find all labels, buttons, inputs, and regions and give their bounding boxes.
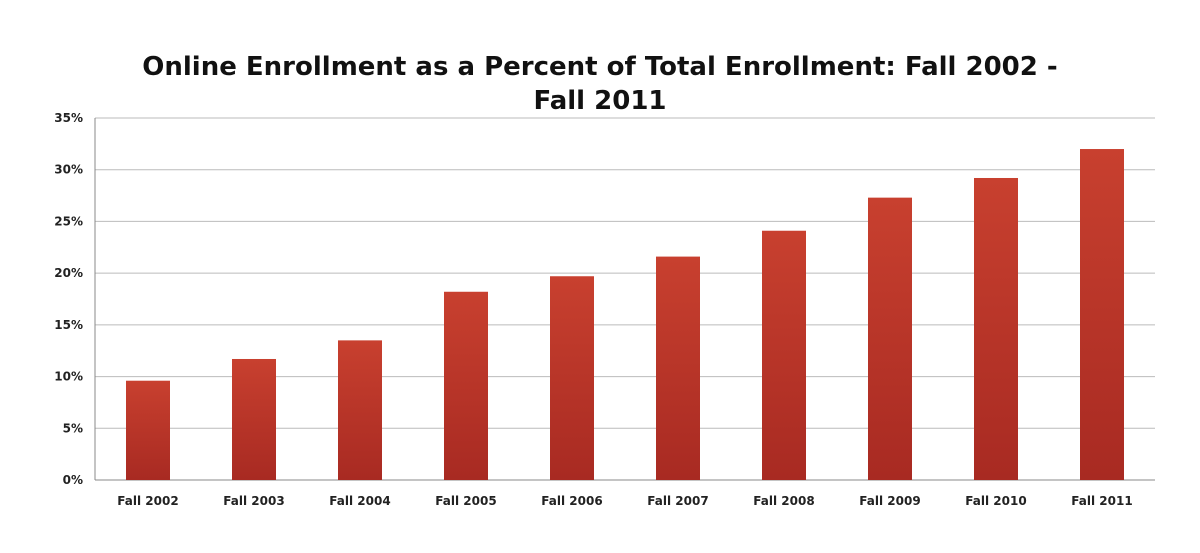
y-tick-label: 0% [63,473,83,487]
x-tick-label: Fall 2006 [541,494,602,508]
x-tick-label: Fall 2003 [223,494,284,508]
bar [126,380,170,480]
bar [550,276,594,480]
y-tick-label: 35% [54,111,83,125]
x-tick-label: Fall 2007 [647,494,708,508]
x-tick-label: Fall 2004 [329,494,390,508]
y-tick-label: 30% [54,163,83,177]
y-tick-label: 10% [54,370,83,384]
x-tick-label: Fall 2010 [965,494,1026,508]
bar [868,197,912,480]
chart-title-line2: Fall 2011 [533,86,667,116]
chart-title-line1: Online Enrollment as a Percent of Total … [142,52,1058,82]
x-tick-label: Fall 2005 [435,494,496,508]
x-tick-label: Fall 2002 [117,494,178,508]
bar [232,358,276,480]
bar [974,177,1018,480]
bar [1080,149,1124,480]
x-tick-label: Fall 2008 [753,494,814,508]
y-tick-label: 5% [63,421,83,435]
x-tick-label: Fall 2011 [1071,494,1132,508]
y-tick-label: 15% [54,318,83,332]
bar [444,291,488,480]
x-tick-label: Fall 2009 [859,494,920,508]
y-tick-label: 25% [54,214,83,228]
bar [762,230,806,480]
bar [338,340,382,480]
bar [656,256,700,480]
y-tick-label: 20% [54,266,83,280]
